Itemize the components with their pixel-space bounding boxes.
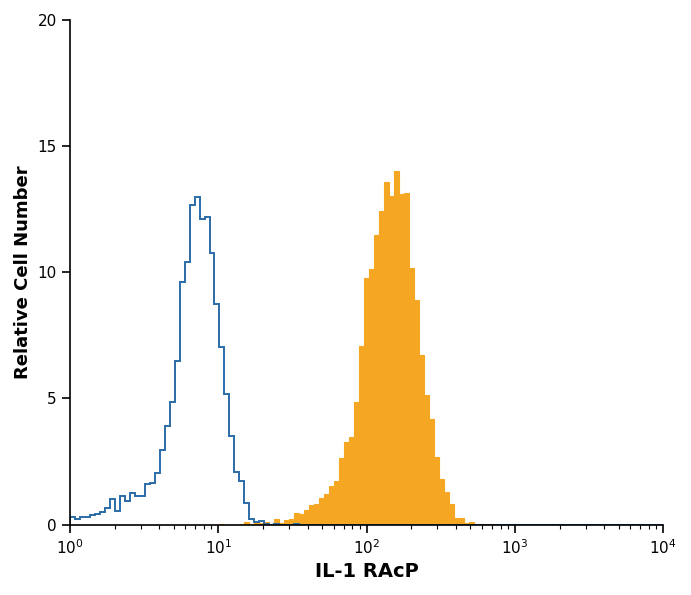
X-axis label: IL-1 RAcP: IL-1 RAcP xyxy=(314,562,419,581)
Y-axis label: Relative Cell Number: Relative Cell Number xyxy=(14,165,32,379)
